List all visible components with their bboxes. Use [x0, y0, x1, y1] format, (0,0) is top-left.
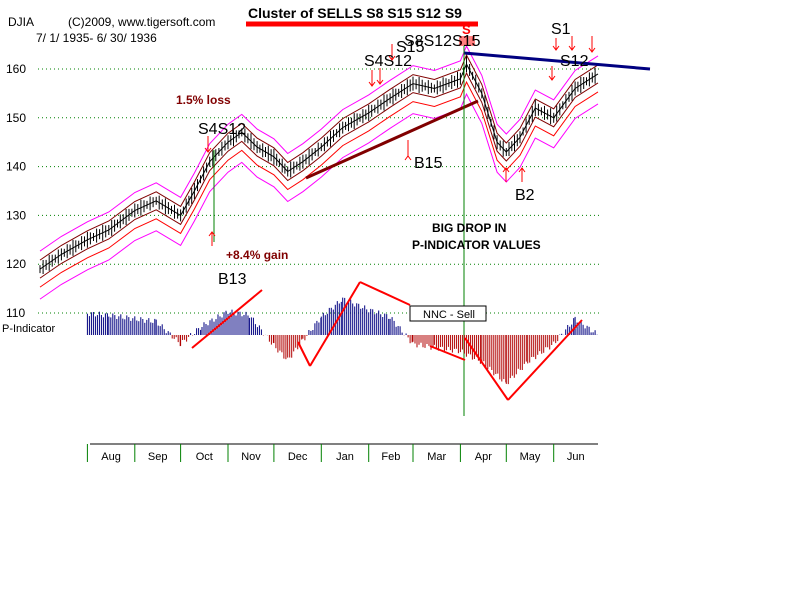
nnc-sell-box — [409, 305, 487, 322]
signal-b13: B13 — [218, 271, 247, 288]
signal-arrowhead — [404, 155, 412, 161]
x-tick-label-oct: Oct — [196, 451, 213, 463]
signal-s4s12-oct: S4S12 — [198, 121, 246, 138]
x-tick-label-feb: Feb — [381, 451, 400, 463]
signal-arrowhead — [208, 231, 216, 237]
x-tick-label-dec: Dec — [288, 451, 308, 463]
signal-b15: B15 — [414, 155, 443, 172]
x-tick-label-aug: Aug — [101, 451, 121, 463]
y-tick-label-130: 130 — [6, 208, 26, 222]
symbol-label: DJIA — [8, 15, 34, 29]
signal-s12-jun: S12 — [560, 53, 589, 70]
price-line — [39, 62, 599, 270]
signal-arrowhead — [548, 75, 556, 81]
y-tick-label-120: 120 — [6, 257, 26, 271]
pi-trend-line-2 — [309, 281, 361, 367]
signal-s15: S15 — [396, 39, 425, 56]
y-tick-label-110: 110 — [6, 306, 25, 320]
pi-trend-line-0 — [191, 289, 263, 349]
signal-arrowhead — [552, 45, 560, 51]
axis-layer: 110 120 130 140 150 160 Aug Sep Oct Nov Dec Jan Feb M… — [6, 62, 598, 463]
signal-layer — [204, 36, 596, 246]
band-inner-lower — [39, 71, 599, 279]
big-drop-line2: P-INDICATOR VALUES — [412, 238, 541, 252]
signal-s1: S1 — [551, 21, 571, 38]
x-tick-label-may: May — [520, 451, 541, 463]
nnc-sell-label: NNC - Sell — [423, 309, 475, 321]
x-tick-label-nov: Nov — [241, 451, 261, 463]
signal-arrowhead — [388, 55, 396, 61]
signal-b2: B2 — [515, 187, 535, 204]
x-tick-label-apr: Apr — [475, 451, 492, 463]
signal-arrowhead — [502, 167, 510, 173]
price-layer — [39, 56, 599, 274]
x-tick-label-jan: Jan — [336, 451, 354, 463]
signal-arrowhead — [518, 167, 526, 173]
x-tick-label-sep: Sep — [148, 451, 168, 463]
cluster-title: Cluster of SELLS S8 S15 S12 S9 — [248, 5, 462, 21]
pi-trend-line-4 — [429, 345, 466, 361]
signal-s4s12-feb: S4S12 — [364, 53, 412, 70]
trendline-rising — [305, 99, 479, 180]
band-inner-upper — [39, 53, 599, 261]
signal-arrowhead — [376, 79, 384, 85]
y-tick-label-150: 150 — [6, 111, 26, 125]
y-tick-label-140: 140 — [6, 160, 26, 174]
cluster-marker: S — [462, 22, 471, 37]
date-range-label: 7/ 1/ 1935- 6/ 30/ 1936 — [36, 31, 157, 45]
pi-trend-line-3 — [359, 281, 411, 306]
copyright-label: (C)2009, www.tigersoft.com — [68, 15, 215, 29]
pi-trend-line-5 — [464, 337, 509, 401]
signal-arrowhead — [368, 81, 376, 87]
y-tick-label-160: 160 — [6, 62, 26, 76]
pi-trend-line-1 — [297, 341, 311, 367]
signal-arrowhead — [568, 45, 576, 51]
loss-label: 1.5% loss — [176, 93, 231, 107]
signal-arrowhead — [204, 147, 212, 153]
pi-layer — [86, 281, 598, 401]
x-tick-label-jun: Jun — [567, 451, 585, 463]
x-tick-label-mar: Mar — [427, 451, 446, 463]
signal-s8s12s15: S8S12S15 — [404, 33, 481, 50]
band-outer-upper — [39, 44, 599, 252]
pi-trend-line-6 — [507, 319, 583, 401]
signal-arrowhead — [588, 47, 596, 53]
pi-label: P-Indicator — [2, 323, 56, 335]
gain-label: +8.4% gain — [226, 248, 288, 262]
trendline-resistance — [463, 51, 651, 71]
big-drop-line1: BIG DROP IN — [432, 221, 506, 235]
